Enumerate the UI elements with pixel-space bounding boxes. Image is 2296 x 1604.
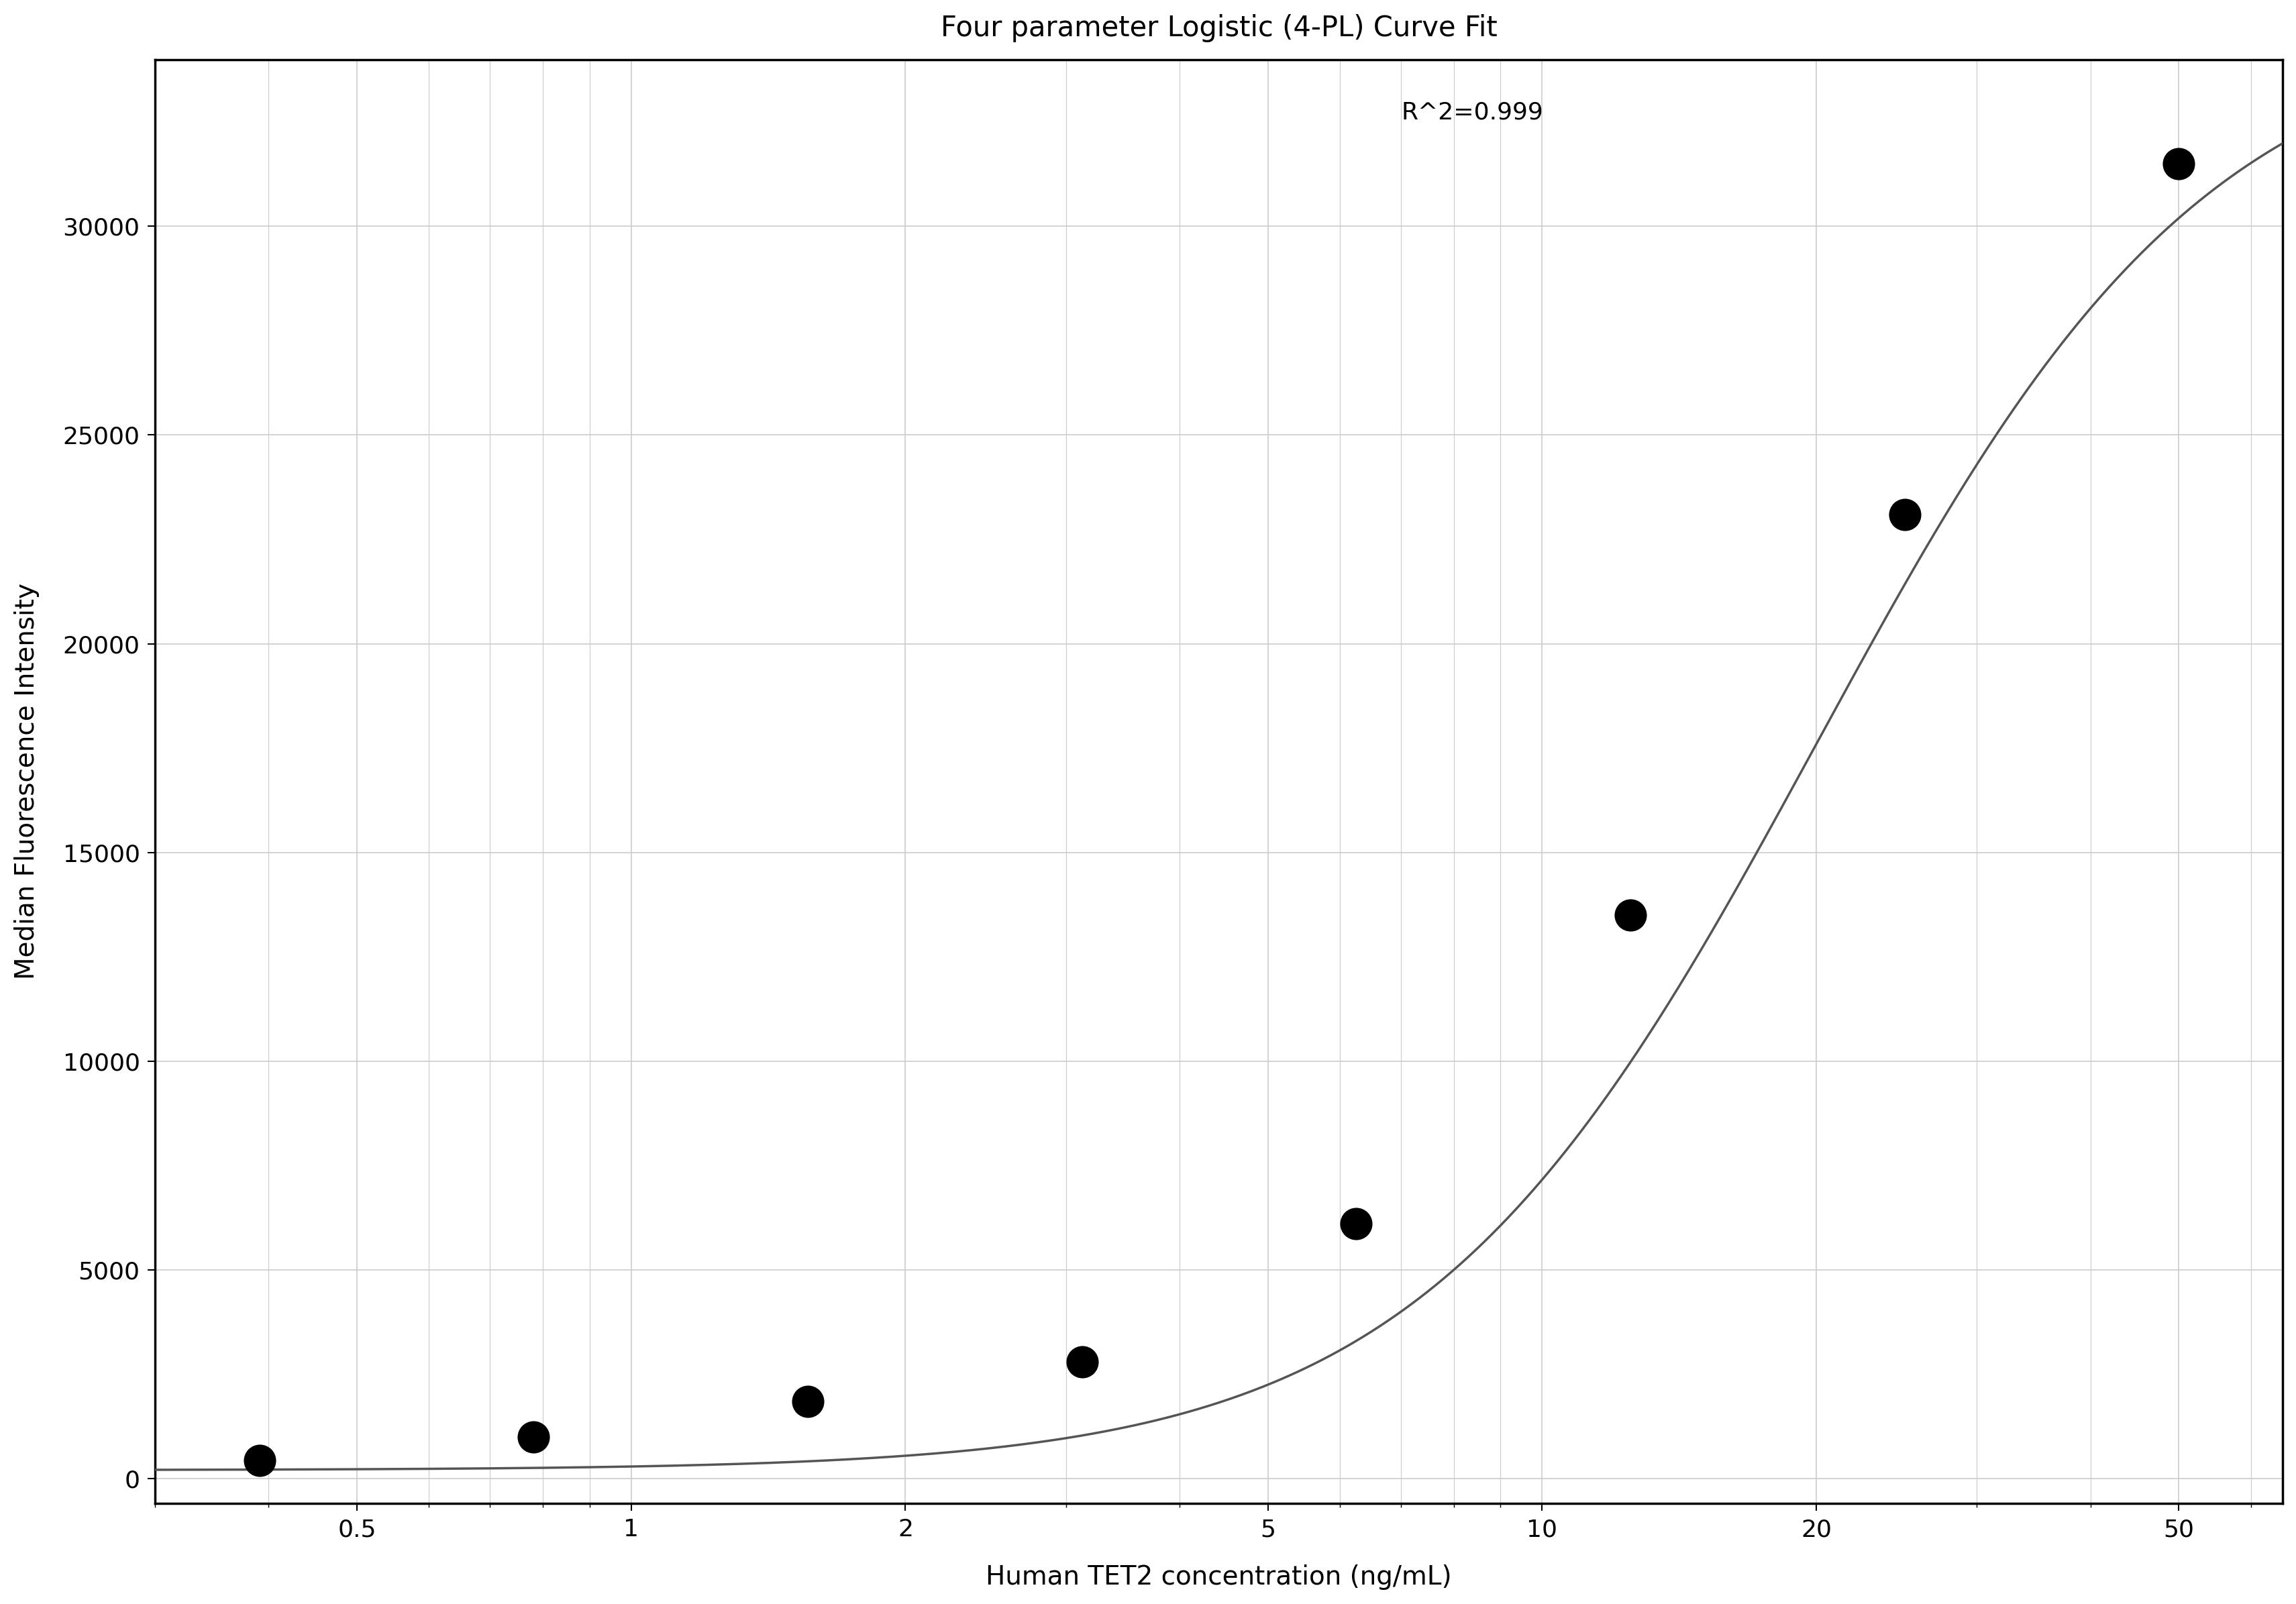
Point (514, 1424, 551, 1450)
Point (1339, 1211, 1375, 1237)
Point (241, 1447, 278, 1472)
Y-axis label: Median Fluorescence Intensity: Median Fluorescence Intensity (14, 584, 39, 980)
X-axis label: Human TET2 concentration (ng/mL): Human TET2 concentration (ng/mL) (985, 1564, 1451, 1590)
Text: R^2=0.999: R^2=0.999 (1401, 101, 1543, 124)
Point (1063, 1349, 1100, 1375)
Title: Four parameter Logistic (4-PL) Curve Fit: Four parameter Logistic (4-PL) Curve Fit (939, 14, 1497, 42)
Point (1885, 502, 1922, 528)
Point (1612, 901, 1649, 927)
Point (790, 1389, 827, 1415)
Point (2161, 151, 2197, 176)
